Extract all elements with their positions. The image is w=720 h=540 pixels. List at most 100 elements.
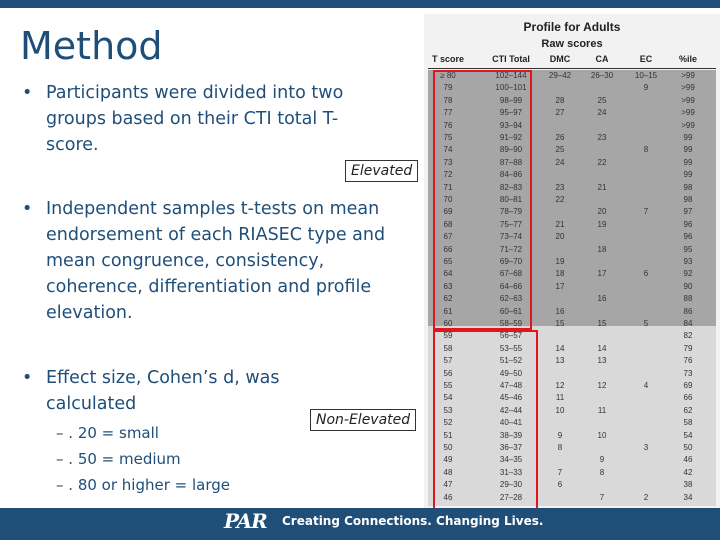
table-cell: 57 xyxy=(443,356,453,366)
table-cell: 27–28 xyxy=(499,492,523,502)
table-cell: 5 xyxy=(643,319,649,328)
table-row: 63 64–66 17 90 xyxy=(428,282,716,292)
table-row: 62 62–63 16 88 xyxy=(428,294,716,304)
table-cell: 78–79 xyxy=(499,207,523,217)
effect-size-medium: – . 50 = medium xyxy=(56,450,181,468)
table-cell: 11 xyxy=(597,405,607,415)
bullet-dot-icon: • xyxy=(22,368,33,388)
profile-title: Profile for Adults xyxy=(523,20,621,34)
table-cell: 63 xyxy=(443,281,453,291)
table-cell: 7 xyxy=(643,207,649,217)
table-cell: 40–41 xyxy=(499,418,523,428)
table-cell: 51–52 xyxy=(499,356,523,366)
table-row: 56 49–50 73 xyxy=(428,369,716,379)
table-cell: 98 xyxy=(683,182,693,192)
table-cell: 19 xyxy=(597,219,607,229)
non-elevated-label: Non-Elevated xyxy=(310,409,417,431)
table-row: 67 73–74 20 96 xyxy=(428,232,716,242)
non-elevated-band xyxy=(428,326,716,506)
table-row: 57 51–52 13 13 76 xyxy=(428,356,716,366)
table-row: 52 40–41 58 xyxy=(428,418,716,428)
table-row: 59 56–57 82 xyxy=(428,331,716,341)
table-cell: 26 xyxy=(555,133,565,142)
table-cell: 9 xyxy=(643,83,649,93)
table-row: 76 93–94 >99 xyxy=(428,121,716,131)
table-cell: 15 xyxy=(555,319,565,328)
table-cell: 23 xyxy=(597,133,607,142)
table-cell: 95–97 xyxy=(499,108,523,118)
column-header: %ile xyxy=(678,54,697,64)
table-cell: 42–44 xyxy=(499,405,523,415)
table-cell: 45–46 xyxy=(499,393,523,403)
table-cell: 65 xyxy=(443,257,453,266)
footer-bar xyxy=(0,508,720,540)
table-cell: 73–74 xyxy=(499,232,523,242)
column-header: T score xyxy=(431,54,464,64)
table-cell: 84–86 xyxy=(499,170,523,180)
table-cell: 68 xyxy=(443,219,453,229)
bullet-tests: • Independent samples t-tests on mean en… xyxy=(22,196,392,331)
table-cell: 84 xyxy=(683,319,693,328)
table-row: 54 45–46 11 66 xyxy=(428,393,716,403)
effect-size-small: – . 20 = small xyxy=(56,424,159,442)
effect-size-text: . 20 = small xyxy=(68,424,159,442)
table-row: 72 84–86 99 xyxy=(428,170,716,180)
top-accent-bar xyxy=(0,0,720,8)
table-cell: 31–33 xyxy=(499,467,523,477)
table-cell: 79 xyxy=(683,343,693,353)
table-cell: 64–66 xyxy=(499,281,523,291)
table-cell: 25 xyxy=(597,95,607,105)
table-cell: 13 xyxy=(555,356,565,366)
elevated-band xyxy=(428,70,716,326)
table-cell: 77 xyxy=(443,108,453,118)
table-cell: 46 xyxy=(443,492,453,502)
table-cell: 13 xyxy=(597,356,607,366)
table-cell: 15 xyxy=(597,319,607,328)
table-cell: 18 xyxy=(597,244,607,254)
table-cell: 27 xyxy=(555,108,565,118)
column-header: CTI Total xyxy=(492,54,530,64)
table-cell: 56–57 xyxy=(499,331,523,341)
table-cell: 87–88 xyxy=(499,157,523,167)
table-cell: 19 xyxy=(555,257,565,266)
table-cell: 96 xyxy=(683,232,693,242)
table-cell: 75 xyxy=(443,133,453,142)
table-cell: 47 xyxy=(443,480,453,490)
table-cell: 86 xyxy=(683,306,693,316)
table-cell: 71–72 xyxy=(499,244,523,254)
table-cell: 99 xyxy=(683,157,693,167)
table-cell: 72 xyxy=(443,170,453,180)
table-cell: 49–50 xyxy=(499,368,523,378)
elevated-outline xyxy=(433,70,532,330)
table-cell: 52 xyxy=(443,418,453,428)
table-row: 53 42–44 10 11 62 xyxy=(428,406,716,416)
table-cell: 53 xyxy=(443,405,453,415)
table-cell: 99 xyxy=(683,133,693,142)
table-cell: 75–77 xyxy=(499,219,523,229)
table-cell: 10–15 xyxy=(634,71,658,80)
table-cell: 82 xyxy=(683,331,693,341)
table-cell: 12 xyxy=(555,381,565,390)
table-row: 70 80–81 22 98 xyxy=(428,195,716,205)
table-cell: 60–61 xyxy=(499,306,523,316)
table-cell: 69–70 xyxy=(499,257,523,266)
table-cell: 82–83 xyxy=(499,182,523,192)
table-cell: 38 xyxy=(683,480,693,490)
table-cell: 29–30 xyxy=(499,480,523,490)
table-cell: 16 xyxy=(597,294,607,304)
table-cell: 62 xyxy=(683,405,693,415)
table-cell: 29–42 xyxy=(548,71,572,80)
table-cell: 97 xyxy=(683,207,693,217)
table-row: 49 34–35 9 46 xyxy=(428,455,716,465)
profile-subtitle: Raw scores xyxy=(541,38,603,50)
table-cell: 90 xyxy=(683,281,693,291)
table-cell: 2 xyxy=(643,492,649,502)
table-cell: 7 xyxy=(557,467,563,477)
table-cell: 71 xyxy=(443,182,453,192)
table-cell: 50 xyxy=(443,443,453,452)
table-row: 55 47–48 12 12 4 69 xyxy=(428,381,716,391)
table-row: 64 67–68 18 17 6 92 xyxy=(428,269,716,279)
table-cell: 22 xyxy=(555,195,565,204)
table-cell: 54 xyxy=(443,393,453,403)
non-elevated-outline xyxy=(433,330,538,514)
